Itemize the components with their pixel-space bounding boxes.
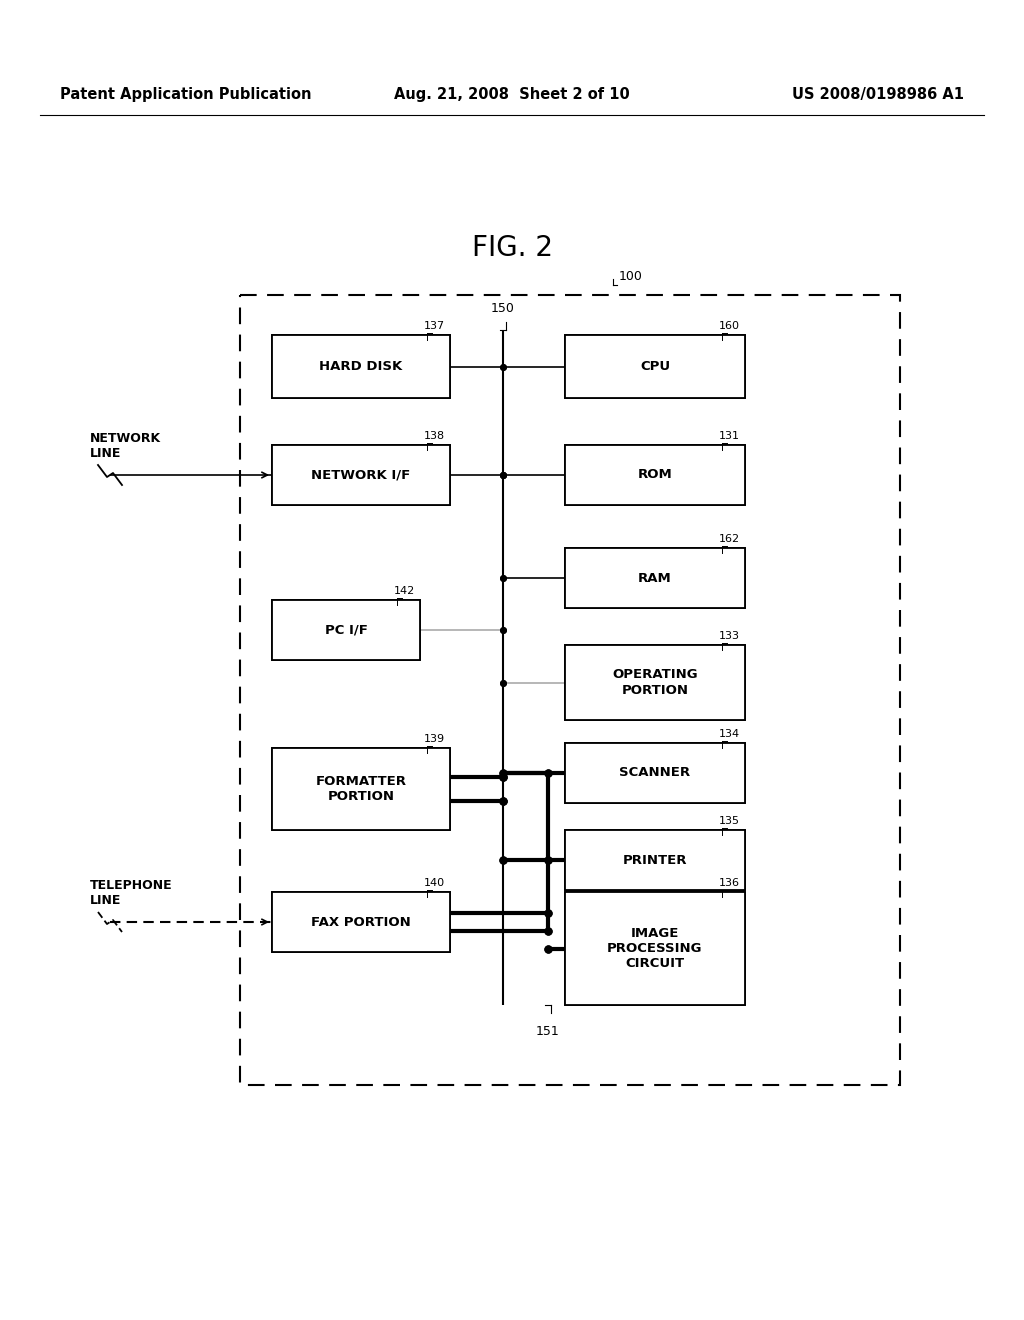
- Text: HARD DISK: HARD DISK: [319, 360, 402, 374]
- Bar: [272, 601, 420, 660]
- Bar: [272, 748, 450, 830]
- Text: OPERATING
PORTION: OPERATING PORTION: [612, 668, 697, 697]
- Text: 151: 151: [537, 1026, 560, 1038]
- Text: Aug. 21, 2008  Sheet 2 of 10: Aug. 21, 2008 Sheet 2 of 10: [394, 87, 630, 103]
- Bar: [565, 548, 745, 609]
- Bar: [565, 335, 745, 399]
- Bar: [565, 445, 745, 506]
- Bar: [565, 548, 745, 609]
- Text: NETWORK I/F: NETWORK I/F: [311, 469, 411, 482]
- Bar: [565, 743, 745, 803]
- Bar: [272, 445, 450, 506]
- Text: 136: 136: [719, 878, 740, 888]
- Text: 160: 160: [719, 321, 740, 331]
- Text: ROM: ROM: [638, 469, 673, 482]
- Text: 150: 150: [492, 302, 515, 315]
- Bar: [565, 445, 745, 506]
- Text: 142: 142: [394, 586, 415, 597]
- Text: FAX PORTION: FAX PORTION: [311, 916, 411, 928]
- Text: FIG. 2: FIG. 2: [471, 234, 553, 261]
- Bar: [565, 645, 745, 719]
- Text: 139: 139: [424, 734, 445, 744]
- Bar: [565, 830, 745, 890]
- Text: FORMATTER
PORTION: FORMATTER PORTION: [315, 775, 407, 803]
- Text: CPU: CPU: [640, 360, 670, 374]
- Bar: [272, 892, 450, 952]
- Bar: [272, 748, 450, 830]
- Bar: [272, 601, 420, 660]
- Text: 138: 138: [424, 432, 445, 441]
- Text: Patent Application Publication: Patent Application Publication: [60, 87, 311, 103]
- Bar: [272, 335, 450, 399]
- Text: PRINTER: PRINTER: [623, 854, 687, 866]
- Text: NETWORK
LINE: NETWORK LINE: [90, 432, 161, 459]
- Bar: [240, 294, 900, 1085]
- Text: 162: 162: [719, 535, 740, 544]
- Text: 100: 100: [618, 271, 643, 282]
- Text: SCANNER: SCANNER: [620, 767, 690, 780]
- Text: US 2008/0198986 A1: US 2008/0198986 A1: [792, 87, 964, 103]
- Text: TELEPHONE
LINE: TELEPHONE LINE: [90, 879, 173, 907]
- Bar: [565, 335, 745, 399]
- Text: 135: 135: [719, 816, 740, 826]
- Text: 131: 131: [719, 432, 740, 441]
- Bar: [272, 445, 450, 506]
- Text: RAM: RAM: [638, 572, 672, 585]
- Text: 137: 137: [424, 321, 445, 331]
- Text: 133: 133: [719, 631, 740, 642]
- Text: IMAGE
PROCESSING
CIRCUIT: IMAGE PROCESSING CIRCUIT: [607, 927, 702, 970]
- Text: PC I/F: PC I/F: [325, 623, 368, 636]
- Bar: [272, 892, 450, 952]
- Bar: [565, 892, 745, 1005]
- Bar: [565, 830, 745, 890]
- Bar: [565, 892, 745, 1005]
- Bar: [565, 743, 745, 803]
- Bar: [565, 645, 745, 719]
- Text: 134: 134: [719, 729, 740, 739]
- Bar: [272, 335, 450, 399]
- Text: 140: 140: [424, 878, 445, 888]
